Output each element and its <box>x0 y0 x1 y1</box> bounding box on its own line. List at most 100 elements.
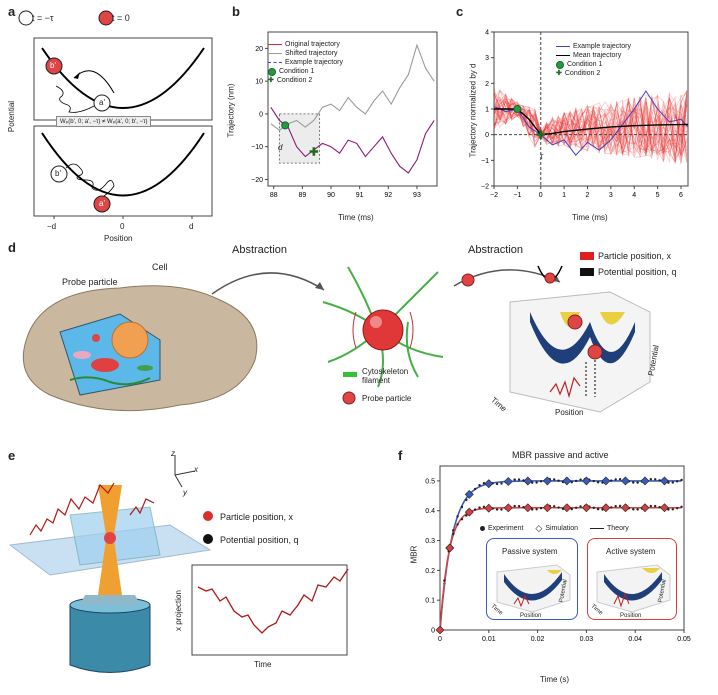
simulation-marker <box>660 503 669 513</box>
node-a-label-bottom: a' <box>99 199 105 208</box>
experiment-point <box>513 504 516 508</box>
simulation-marker <box>542 476 552 486</box>
ensemble-trajectory <box>493 96 688 157</box>
x-tick-label: 88 <box>270 192 278 199</box>
panel-c-tau-label: τ <box>540 152 543 161</box>
abstraction-arrow-1 <box>211 272 325 295</box>
panel-b-legend: Original trajectory Shifted trajectory E… <box>268 40 343 85</box>
panel-d-cell-illustration <box>22 285 258 412</box>
cytoskeleton-label: Cytoskeleton filament <box>362 367 409 385</box>
y-tick-label: −20 <box>251 177 263 184</box>
active-label: Active system <box>606 547 656 556</box>
simulation-marker <box>562 503 572 513</box>
panel-letter-a: a <box>8 4 16 19</box>
ensemble-trajectory <box>493 96 688 156</box>
x-tick-label: 1 <box>562 192 566 199</box>
experiment-point <box>610 479 613 482</box>
legend-theory: Theory <box>590 524 629 533</box>
experiment-point <box>495 482 499 486</box>
y-tick-label: 0 <box>259 111 263 118</box>
panel-a-ylabel: Potential <box>7 100 17 133</box>
simulation-marker <box>581 503 591 513</box>
probe-legend-label: Probe particle <box>362 394 412 403</box>
y-tick-label: 0.4 <box>425 508 435 515</box>
simulation-marker <box>640 503 650 513</box>
ensemble-trajectory <box>493 90 688 158</box>
y-tick-label: 0 <box>431 628 435 635</box>
e-axis-y: y <box>183 488 187 497</box>
experiment-point <box>552 478 556 481</box>
panel-a-tick-d: d <box>189 222 194 231</box>
ensemble-trajectory <box>493 92 688 164</box>
node-b-label-top: b' <box>50 61 56 70</box>
x-tick-label: 0.02 <box>531 636 545 643</box>
particle-position-swatch-d <box>580 252 594 260</box>
x-tick-label: −1 <box>513 192 521 199</box>
passive-axis-position: Position <box>520 613 542 619</box>
experiment-point <box>574 479 578 483</box>
y-tick-label: 0.2 <box>425 568 435 575</box>
ensemble-trajectory <box>493 95 688 162</box>
legend-example-c: Example trajectory <box>556 42 631 51</box>
experiment-point <box>535 481 538 484</box>
ensemble-trajectory <box>493 91 688 163</box>
potential-well-bottom <box>41 132 205 197</box>
y-tick-label: 3 <box>485 55 489 62</box>
experiment-point <box>539 506 543 510</box>
experiment-point <box>596 481 600 484</box>
panel-c-legend: Example trajectory Mean trajectory Condi… <box>556 42 631 78</box>
experiment-point <box>557 506 560 509</box>
legend-experiment: Experiment <box>480 524 523 533</box>
experiment-point <box>574 506 578 509</box>
node-b-top <box>45 57 63 75</box>
panel-b-ylabel: Trajectory (nm) <box>226 83 236 138</box>
panel-a-xlabel: Position <box>104 234 133 243</box>
experiment-point <box>614 478 617 481</box>
node-b-label-bottom: b' <box>55 169 61 178</box>
ensemble-trajectory <box>493 97 688 156</box>
experiment-point <box>531 481 534 484</box>
experiment-point <box>473 487 477 491</box>
simulation-marker <box>621 503 630 513</box>
ensemble-trajectory <box>493 94 688 157</box>
passive-inset-surface <box>496 564 571 613</box>
e-axis-x: x <box>194 465 198 474</box>
panel-letter-b: b <box>232 4 240 19</box>
experiment-point <box>552 505 556 508</box>
experiment-point <box>535 508 538 511</box>
panel-a-tick-minus-d: −d <box>47 222 57 231</box>
x-tick-label: 0 <box>539 192 543 199</box>
experiment-point <box>517 504 521 508</box>
t-zero-label: t = 0 <box>112 13 130 23</box>
experiment-point <box>636 481 639 484</box>
x-tick-label: 5 <box>656 192 660 199</box>
panel-e-tweezer-illustration <box>8 455 212 673</box>
abstraction-label-1: Abstraction <box>232 244 288 256</box>
plot-frame <box>439 465 685 631</box>
y-tick-label: 0.1 <box>425 598 435 605</box>
panel-b-d-label: d <box>278 143 283 152</box>
x-tick-label: −2 <box>490 192 498 199</box>
ensemble-trajectory <box>493 89 688 165</box>
ensemble-trajectory <box>493 92 688 153</box>
experiment-point <box>443 579 446 582</box>
experiment-point <box>465 498 468 502</box>
series-example-trajectory <box>493 90 689 156</box>
panel-c-ylabel: Trajectory normalized by d <box>468 63 478 158</box>
x-tick-label: 90 <box>327 192 335 199</box>
experiment-point <box>654 478 657 481</box>
x-tick-label: 93 <box>413 192 421 199</box>
particle-legend-dot-e <box>203 511 213 521</box>
ensemble-trajectory <box>493 97 688 152</box>
experiment-point <box>500 508 503 511</box>
experiment-point <box>675 506 679 510</box>
passive-label: Passive system <box>502 547 558 556</box>
simulation-marker <box>464 507 474 517</box>
x-tick-label: 0 <box>438 636 442 643</box>
panel-letter-c: c <box>456 4 464 19</box>
e-axis-z: z <box>171 449 175 458</box>
simulation-marker <box>601 476 611 486</box>
condition-1-marker <box>281 121 290 130</box>
experiment-point <box>500 482 503 485</box>
legend-condition-2: ✚ Condition 2 <box>268 77 313 84</box>
